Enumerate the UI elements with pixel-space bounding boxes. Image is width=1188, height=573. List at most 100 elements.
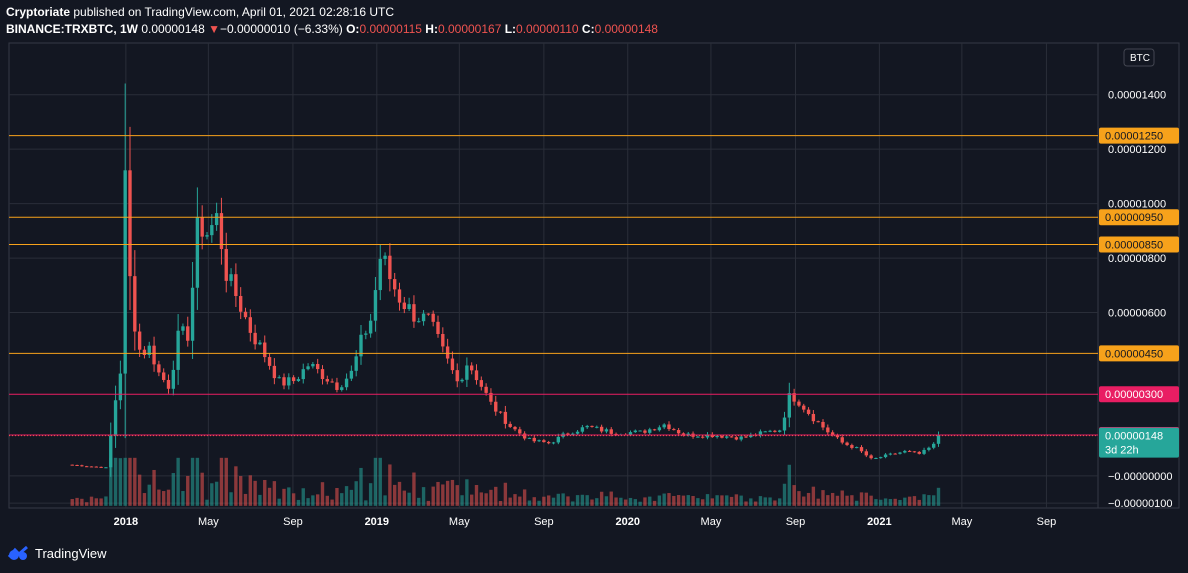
candle-body (778, 430, 782, 432)
volume-bar (816, 498, 820, 506)
level-price-label: 0.00001250 (1105, 131, 1163, 143)
tradingview-brand[interactable]: TradingView (6, 545, 107, 561)
volume-bar (585, 495, 589, 506)
x-tick-label: Sep (283, 516, 303, 528)
volume-bar (672, 495, 676, 506)
volume-bar (441, 484, 445, 506)
volume-bar (335, 487, 339, 506)
candle-body (393, 279, 397, 290)
volume-bar (883, 498, 888, 506)
candle-body (662, 424, 666, 428)
volume-bar (571, 501, 575, 506)
volume-bar (667, 493, 671, 506)
volume-bar (556, 493, 560, 506)
volume-bar (624, 499, 628, 506)
candle-body (792, 393, 796, 402)
candle-body (311, 363, 315, 367)
volume-bar (922, 494, 926, 506)
candle-body (200, 217, 204, 237)
x-tick-label: May (951, 516, 972, 528)
candle-body (874, 457, 878, 459)
price-chart[interactable]: 0.00001250 0.00000950 0.00000850 0.00000450… (0, 0, 1188, 540)
volume-bar (879, 499, 883, 506)
candle-body (489, 392, 493, 402)
volume-bar (580, 494, 585, 506)
volume-bar (826, 495, 830, 506)
volume-bar (340, 493, 344, 506)
volume-bar (888, 499, 893, 506)
candle-body (224, 249, 228, 281)
price-change: −0.00000010 (−6.33%) (219, 22, 343, 36)
y-tick-label: −0.00000000 (1108, 471, 1173, 483)
candle-body (142, 349, 147, 355)
candle-body (840, 437, 844, 443)
volume-bar (417, 497, 421, 506)
candle-body (373, 290, 378, 321)
candle-body (267, 357, 272, 366)
volume-bar (903, 497, 907, 506)
x-tick-label: Sep (1037, 516, 1057, 528)
candle-body (701, 436, 705, 438)
publish-text: published on TradingView.com, April 01, … (73, 5, 395, 19)
volume-bar (344, 486, 349, 506)
candle-body (412, 304, 416, 322)
open-label: O: (346, 22, 360, 36)
candle-body (835, 435, 840, 438)
volume-bar (128, 457, 132, 506)
volume-bar (850, 495, 854, 506)
volume-bar (282, 488, 286, 506)
volume-bar (484, 493, 488, 506)
volume-bar (729, 496, 734, 506)
candle-body (903, 450, 907, 453)
level-price-tag (1099, 209, 1179, 226)
publish-info: Cryptoriate published on TradingView.com… (6, 5, 394, 19)
volume-bar (927, 495, 931, 506)
volume-bar (99, 498, 103, 506)
candle-body (282, 377, 286, 386)
volume-bar (907, 496, 912, 506)
volume-bar (542, 496, 546, 506)
candle-body (407, 304, 411, 310)
candle-body (585, 425, 589, 428)
candle-body (912, 451, 917, 453)
volume-bar (258, 494, 262, 506)
candle-body (306, 366, 310, 370)
candle-body (349, 370, 354, 379)
volume-bar (320, 482, 325, 506)
volume-bar (205, 499, 209, 506)
volume-bar (301, 488, 305, 506)
candle-body (643, 430, 647, 433)
candle-body (845, 442, 849, 446)
volume-bar (701, 499, 705, 506)
candle-body (186, 326, 190, 341)
volume-bar (898, 499, 902, 506)
close-label: C: (581, 22, 595, 36)
candle-body (893, 453, 897, 455)
close-value: 0.00000148 (594, 22, 658, 36)
volume-bar (609, 491, 613, 506)
volume-bar (725, 495, 729, 506)
candle-body (344, 378, 349, 388)
volume-bar (378, 457, 382, 506)
volume-bar (830, 492, 835, 506)
volume-bar (874, 499, 878, 506)
candle-body (402, 302, 406, 310)
author-name: Cryptoriate (6, 5, 71, 19)
candle-body (181, 326, 185, 331)
candle-body (821, 421, 825, 428)
candle-body (210, 225, 214, 236)
candle-body (205, 235, 209, 237)
volume-bar (239, 476, 243, 506)
candle-body (508, 423, 512, 427)
candle-body (316, 363, 320, 370)
volume-bar (503, 482, 508, 506)
symbol-label: BINANCE:TRXBTC, 1W (6, 22, 138, 36)
x-tick-label: Sep (786, 516, 806, 528)
candle-body (936, 435, 941, 444)
level-price-tag (1099, 386, 1179, 403)
volume-bar (219, 457, 224, 506)
level-price-tag (1099, 236, 1179, 253)
volume-bar (855, 500, 859, 506)
candle-body (417, 321, 421, 323)
candle-body (431, 313, 435, 322)
